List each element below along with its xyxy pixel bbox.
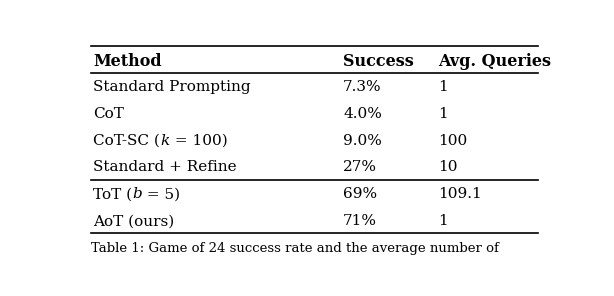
Text: Standard Prompting: Standard Prompting bbox=[93, 80, 251, 94]
Text: ToT (: ToT ( bbox=[93, 187, 133, 201]
Text: 69%: 69% bbox=[343, 187, 378, 201]
Text: = 5): = 5) bbox=[142, 187, 181, 201]
Text: 4.0%: 4.0% bbox=[343, 107, 382, 121]
Text: Success: Success bbox=[343, 53, 414, 70]
Text: 109.1: 109.1 bbox=[438, 187, 482, 201]
Text: 9.0%: 9.0% bbox=[343, 133, 382, 148]
Text: = 100): = 100) bbox=[169, 133, 227, 148]
Text: AoT (ours): AoT (ours) bbox=[93, 214, 174, 228]
Text: 10: 10 bbox=[438, 160, 458, 174]
Text: 27%: 27% bbox=[343, 160, 377, 174]
Text: 1: 1 bbox=[438, 214, 448, 228]
Text: Standard + Refine: Standard + Refine bbox=[93, 160, 237, 174]
Text: Avg. Queries: Avg. Queries bbox=[438, 53, 551, 70]
Text: 71%: 71% bbox=[343, 214, 377, 228]
Text: 100: 100 bbox=[438, 133, 468, 148]
Text: Method: Method bbox=[93, 53, 162, 70]
Text: k: k bbox=[160, 133, 169, 148]
Text: CoT-SC (: CoT-SC ( bbox=[93, 133, 160, 148]
Text: Table 1: Game of 24 success rate and the average number of: Table 1: Game of 24 success rate and the… bbox=[91, 242, 499, 255]
Text: 7.3%: 7.3% bbox=[343, 80, 382, 94]
Text: 1: 1 bbox=[438, 80, 448, 94]
Text: b: b bbox=[133, 187, 142, 201]
Text: CoT: CoT bbox=[93, 107, 124, 121]
Text: 1: 1 bbox=[438, 107, 448, 121]
